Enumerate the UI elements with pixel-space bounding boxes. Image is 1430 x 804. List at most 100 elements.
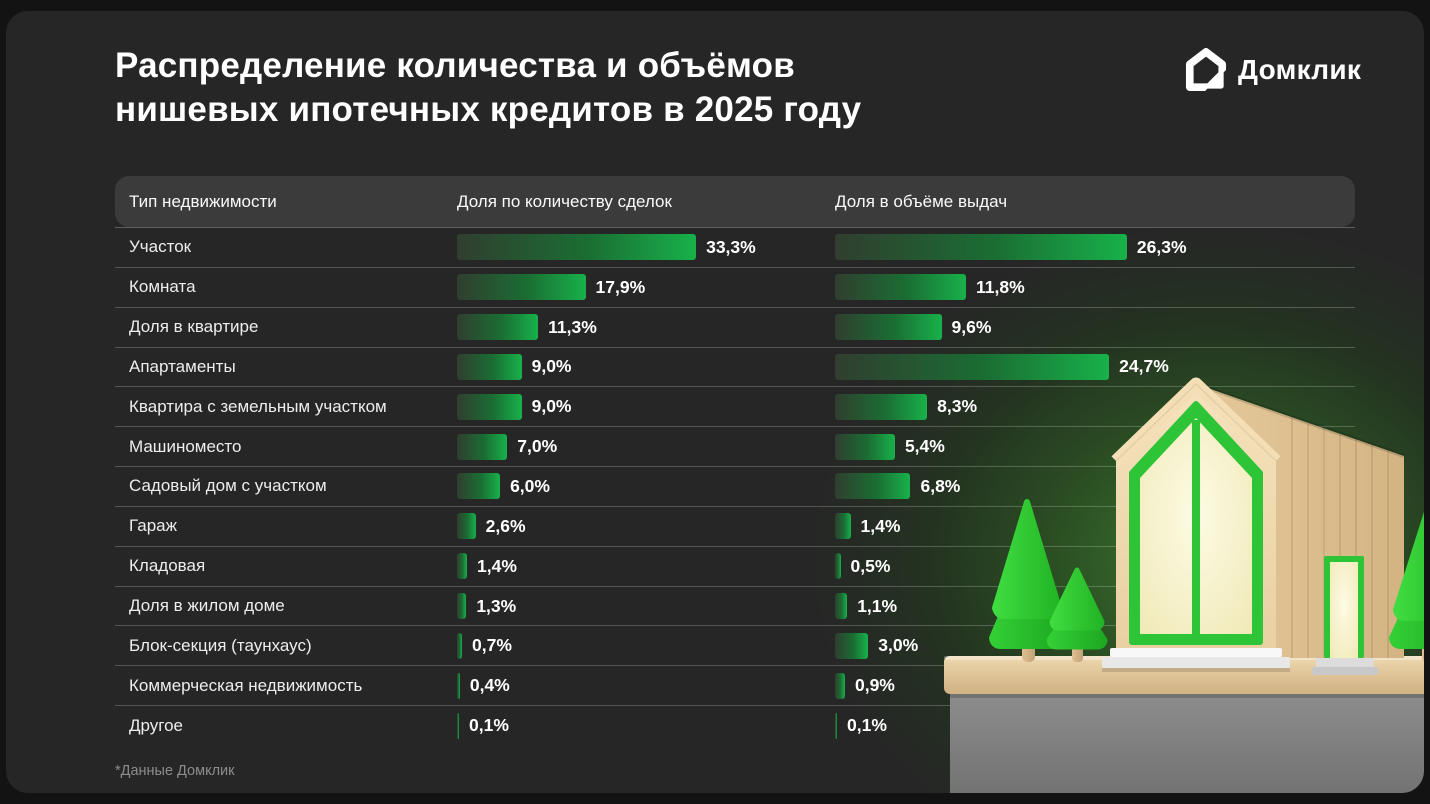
count-share-cell: 9,0% — [457, 353, 572, 380]
card: Распределение количества и объёмов нишевы… — [6, 11, 1424, 793]
volume-share-cell: 11,8% — [835, 274, 1025, 301]
count-share-cell: 17,9% — [457, 274, 646, 301]
count-share-value: 17,9% — [595, 276, 646, 297]
count-share-bar — [457, 314, 539, 341]
volume-share-cell: 1,4% — [835, 513, 901, 540]
count-share-bar — [457, 632, 463, 659]
table-row: Коммерческая недвижимость 0,4% 0,9% — [115, 665, 1355, 705]
volume-share-value: 3,0% — [878, 635, 919, 656]
col-header-property-type: Тип недвижимости — [129, 191, 277, 211]
count-share-bar — [457, 433, 508, 460]
count-share-cell: 9,0% — [457, 393, 572, 420]
count-share-bar — [457, 553, 468, 580]
volume-share-cell: 6,8% — [835, 473, 961, 500]
table-row: Доля в квартире 11,3% 9,6% — [115, 306, 1355, 347]
volume-share-bar — [835, 393, 928, 420]
table-row: Квартира с земельным участком 9,0% 8,3% — [115, 386, 1355, 426]
volume-share-bar — [835, 433, 895, 460]
volume-share-value: 24,7% — [1119, 356, 1169, 377]
volume-share-value: 8,3% — [937, 396, 978, 417]
volume-share-value: 1,4% — [860, 515, 901, 536]
count-share-value: 1,4% — [477, 555, 517, 576]
volume-share-bar — [835, 234, 1127, 261]
property-type-label: Апартаменты — [129, 356, 236, 376]
volume-share-cell: 0,5% — [835, 553, 891, 580]
count-share-value: 0,7% — [472, 635, 512, 656]
count-share-bar — [457, 593, 467, 620]
count-share-value: 2,6% — [485, 515, 526, 536]
volume-share-cell: 1,1% — [835, 593, 897, 620]
count-share-value: 7,0% — [517, 436, 558, 457]
col-header-count-share: Доля по количеству сделок — [457, 191, 672, 211]
property-type-label: Другое — [129, 715, 184, 735]
table-row: Гараж 2,6% 1,4% — [115, 505, 1355, 546]
volume-share-bar — [835, 712, 837, 739]
table-row: Участок 33,3% 26,3% — [115, 227, 1355, 267]
domclick-logo: Домклик — [1185, 48, 1361, 92]
count-share-cell: 6,0% — [457, 473, 550, 500]
count-share-bar — [457, 672, 460, 699]
table-row: Доля в жилом доме 1,3% 1,1% — [115, 585, 1355, 626]
volume-share-cell: 24,7% — [835, 353, 1169, 380]
count-share-cell: 33,3% — [457, 234, 756, 261]
table-header: Тип недвижимости Доля по количеству сдел… — [115, 176, 1355, 227]
property-type-label: Кладовая — [129, 556, 206, 576]
volume-share-bar — [835, 473, 911, 500]
volume-share-bar — [835, 632, 869, 659]
count-share-bar — [457, 274, 586, 301]
property-type-label: Садовый дом с участком — [129, 476, 327, 496]
property-type-label: Квартира с земельным участком — [129, 396, 387, 416]
volume-share-cell: 5,4% — [835, 433, 945, 460]
count-share-value: 9,0% — [531, 396, 572, 417]
count-share-cell: 0,1% — [457, 712, 509, 739]
volume-share-cell: 8,3% — [835, 393, 978, 420]
property-type-label: Гараж — [129, 516, 177, 536]
count-share-bar — [457, 473, 501, 500]
count-share-cell: 0,4% — [457, 672, 510, 699]
volume-share-cell: 26,3% — [835, 234, 1187, 261]
distribution-table: Тип недвижимости Доля по количеству сдел… — [115, 176, 1355, 745]
count-share-bar — [457, 353, 522, 380]
volume-share-value: 6,8% — [920, 475, 961, 496]
count-share-cell: 0,7% — [457, 632, 512, 659]
count-share-value: 0,1% — [469, 715, 509, 736]
title-line-2: нишевых ипотечных кредитов в 2025 году — [115, 90, 862, 129]
volume-share-value: 5,4% — [904, 436, 945, 457]
count-share-value: 1,3% — [476, 595, 517, 616]
volume-share-cell: 9,6% — [835, 314, 992, 341]
count-share-cell: 7,0% — [457, 433, 558, 460]
property-type-label: Участок — [129, 237, 192, 257]
table-body: Участок 33,3% 26,3% Комната 17,9% 11,8% Доля в… — [115, 227, 1355, 745]
volume-share-value: 11,8% — [975, 276, 1025, 297]
volume-share-value: 0,1% — [847, 715, 887, 736]
table-row: Садовый дом с участком 6,0% 6,8% — [115, 466, 1355, 506]
count-share-cell: 2,6% — [457, 513, 526, 540]
page-title: Распределение количества и объёмов нишевы… — [115, 44, 861, 132]
count-share-value: 11,3% — [548, 316, 597, 337]
count-share-cell: 1,3% — [457, 593, 517, 620]
domclick-house-icon — [1185, 48, 1227, 92]
logo-text: Домклик — [1238, 54, 1362, 85]
volume-share-value: 0,9% — [854, 675, 895, 696]
volume-share-bar — [835, 353, 1110, 380]
count-share-value: 9,0% — [531, 356, 572, 377]
col-header-volume-share: Доля в объёме выдач — [835, 191, 1008, 211]
count-share-value: 0,4% — [469, 675, 510, 696]
count-share-cell: 1,4% — [457, 553, 517, 580]
volume-share-value: 0,5% — [850, 555, 891, 576]
volume-share-cell: 0,9% — [835, 672, 895, 699]
count-share-bar — [457, 393, 522, 420]
count-share-value: 6,0% — [510, 475, 550, 496]
count-share-cell: 11,3% — [457, 314, 597, 341]
footnote: *Данные Домклик — [115, 763, 235, 779]
property-type-label: Доля в жилом доме — [129, 596, 285, 616]
count-share-bar — [457, 513, 476, 540]
table-row: Другое 0,1% 0,1% — [115, 705, 1355, 745]
property-type-label: Комната — [129, 277, 196, 297]
volume-share-value: 9,6% — [951, 316, 992, 337]
volume-share-bar — [835, 672, 845, 699]
title-line-1: Распределение количества и объёмов — [115, 46, 795, 85]
count-share-bar — [457, 712, 459, 739]
volume-share-value: 26,3% — [1136, 236, 1187, 257]
